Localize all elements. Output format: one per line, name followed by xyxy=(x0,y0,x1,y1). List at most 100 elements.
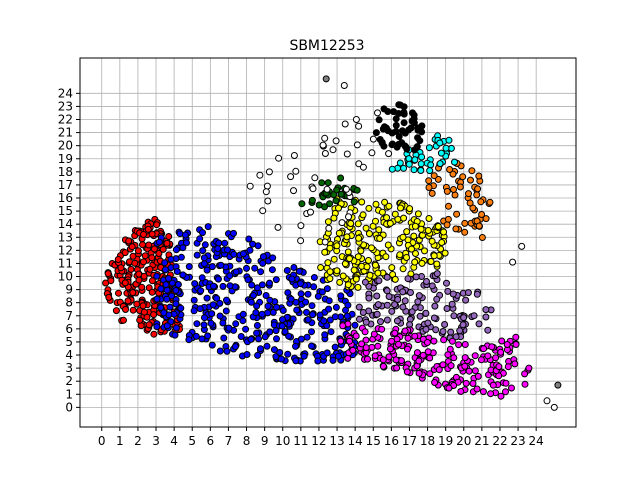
scatter-point xyxy=(452,333,460,341)
scatter-point xyxy=(477,198,485,206)
scatter-point xyxy=(332,137,340,145)
scatter-point xyxy=(395,133,403,140)
scatter-point xyxy=(393,317,401,325)
scatter-point xyxy=(365,204,373,212)
scatter-point xyxy=(445,136,453,144)
scatter-point xyxy=(418,259,426,267)
scatter-point xyxy=(326,275,334,283)
scatter-point xyxy=(120,316,127,324)
scatter-point xyxy=(268,266,276,274)
scatter-point xyxy=(425,215,433,222)
scatter-point xyxy=(461,341,469,348)
scatter-point xyxy=(223,347,231,355)
scatter-point xyxy=(325,224,333,232)
scatter-point xyxy=(200,260,208,268)
scatter-point xyxy=(457,388,465,395)
scatter-point xyxy=(396,101,404,109)
y-tick-label: 19 xyxy=(58,152,73,166)
scatter-point xyxy=(550,403,558,411)
scatter-point xyxy=(362,224,370,232)
scatter-point xyxy=(435,366,443,374)
scatter-point xyxy=(163,286,171,294)
scatter-point xyxy=(383,287,391,295)
scatter-point xyxy=(266,296,274,304)
scatter-point xyxy=(153,323,161,331)
scatter-point xyxy=(478,211,486,218)
scatter-point xyxy=(293,306,301,314)
scatter-point xyxy=(140,258,147,266)
scatter-point xyxy=(423,278,430,285)
scatter-point xyxy=(105,293,113,301)
scatter-point xyxy=(521,380,529,388)
scatter-point xyxy=(374,342,382,350)
x-tick-label: 20 xyxy=(456,434,471,448)
scatter-point xyxy=(320,317,328,325)
scatter-point xyxy=(395,340,402,348)
scatter-point xyxy=(424,348,432,356)
scatter-point xyxy=(388,307,396,315)
scatter-point xyxy=(374,109,381,117)
scatter-point xyxy=(160,309,168,317)
scatter-point xyxy=(502,388,509,396)
scatter-point xyxy=(251,264,259,272)
scatter-point xyxy=(207,319,215,327)
scatter-point xyxy=(465,367,473,375)
x-tick-label: 5 xyxy=(188,434,196,448)
scatter-point xyxy=(471,352,479,360)
scatter-point xyxy=(392,356,400,364)
scatter-point xyxy=(443,187,451,195)
scatter-point xyxy=(165,275,173,282)
scatter-point xyxy=(310,274,318,281)
y-tick-label: 24 xyxy=(58,86,73,100)
scatter-point xyxy=(415,357,423,365)
scatter-point xyxy=(315,201,323,209)
scatter-point xyxy=(444,351,452,359)
scatter-point xyxy=(482,306,490,314)
y-tick-label: 1 xyxy=(65,387,73,401)
scatter-point xyxy=(366,271,374,279)
scatter-point xyxy=(345,213,352,221)
scatter-point xyxy=(264,302,272,310)
scatter-point xyxy=(404,275,412,283)
scatter-point xyxy=(214,275,222,283)
scatter-point xyxy=(335,229,343,237)
scatter-point xyxy=(344,281,352,289)
scatter-point xyxy=(381,198,389,206)
scatter-point xyxy=(428,282,436,290)
scatter-point xyxy=(424,227,432,234)
scatter-point xyxy=(231,343,239,351)
scatter-point xyxy=(253,322,261,329)
scatter-point xyxy=(474,185,482,193)
scatter-point xyxy=(449,290,457,298)
scatter-point xyxy=(125,237,133,245)
scatter-point xyxy=(433,295,441,303)
scatter-point xyxy=(406,205,414,213)
scatter-point xyxy=(512,341,520,348)
scatter-point xyxy=(308,302,316,310)
scatter-point xyxy=(374,301,382,309)
scatter-point xyxy=(410,166,418,174)
scatter-point xyxy=(243,351,251,358)
scatter-point xyxy=(441,249,449,257)
scatter-point xyxy=(416,137,424,145)
scatter-point xyxy=(359,163,367,171)
scatter-point xyxy=(157,285,165,293)
scatter-point xyxy=(350,266,358,274)
scatter-point xyxy=(204,223,212,231)
y-tick-label: 14 xyxy=(58,217,73,231)
scatter-point xyxy=(265,168,273,176)
scatter-point xyxy=(439,361,447,369)
scatter-point xyxy=(307,208,314,216)
scatter-point xyxy=(308,342,315,350)
scatter-point xyxy=(168,279,176,287)
scatter-point xyxy=(239,310,247,318)
scatter-point xyxy=(257,268,265,276)
y-tick-label: 15 xyxy=(58,204,73,218)
scatter-point xyxy=(159,245,167,253)
scatter-point xyxy=(150,311,158,319)
scatter-point xyxy=(469,380,477,387)
x-tick-label: 3 xyxy=(152,434,160,448)
scatter-point xyxy=(140,231,147,238)
scatter-point xyxy=(462,379,470,387)
